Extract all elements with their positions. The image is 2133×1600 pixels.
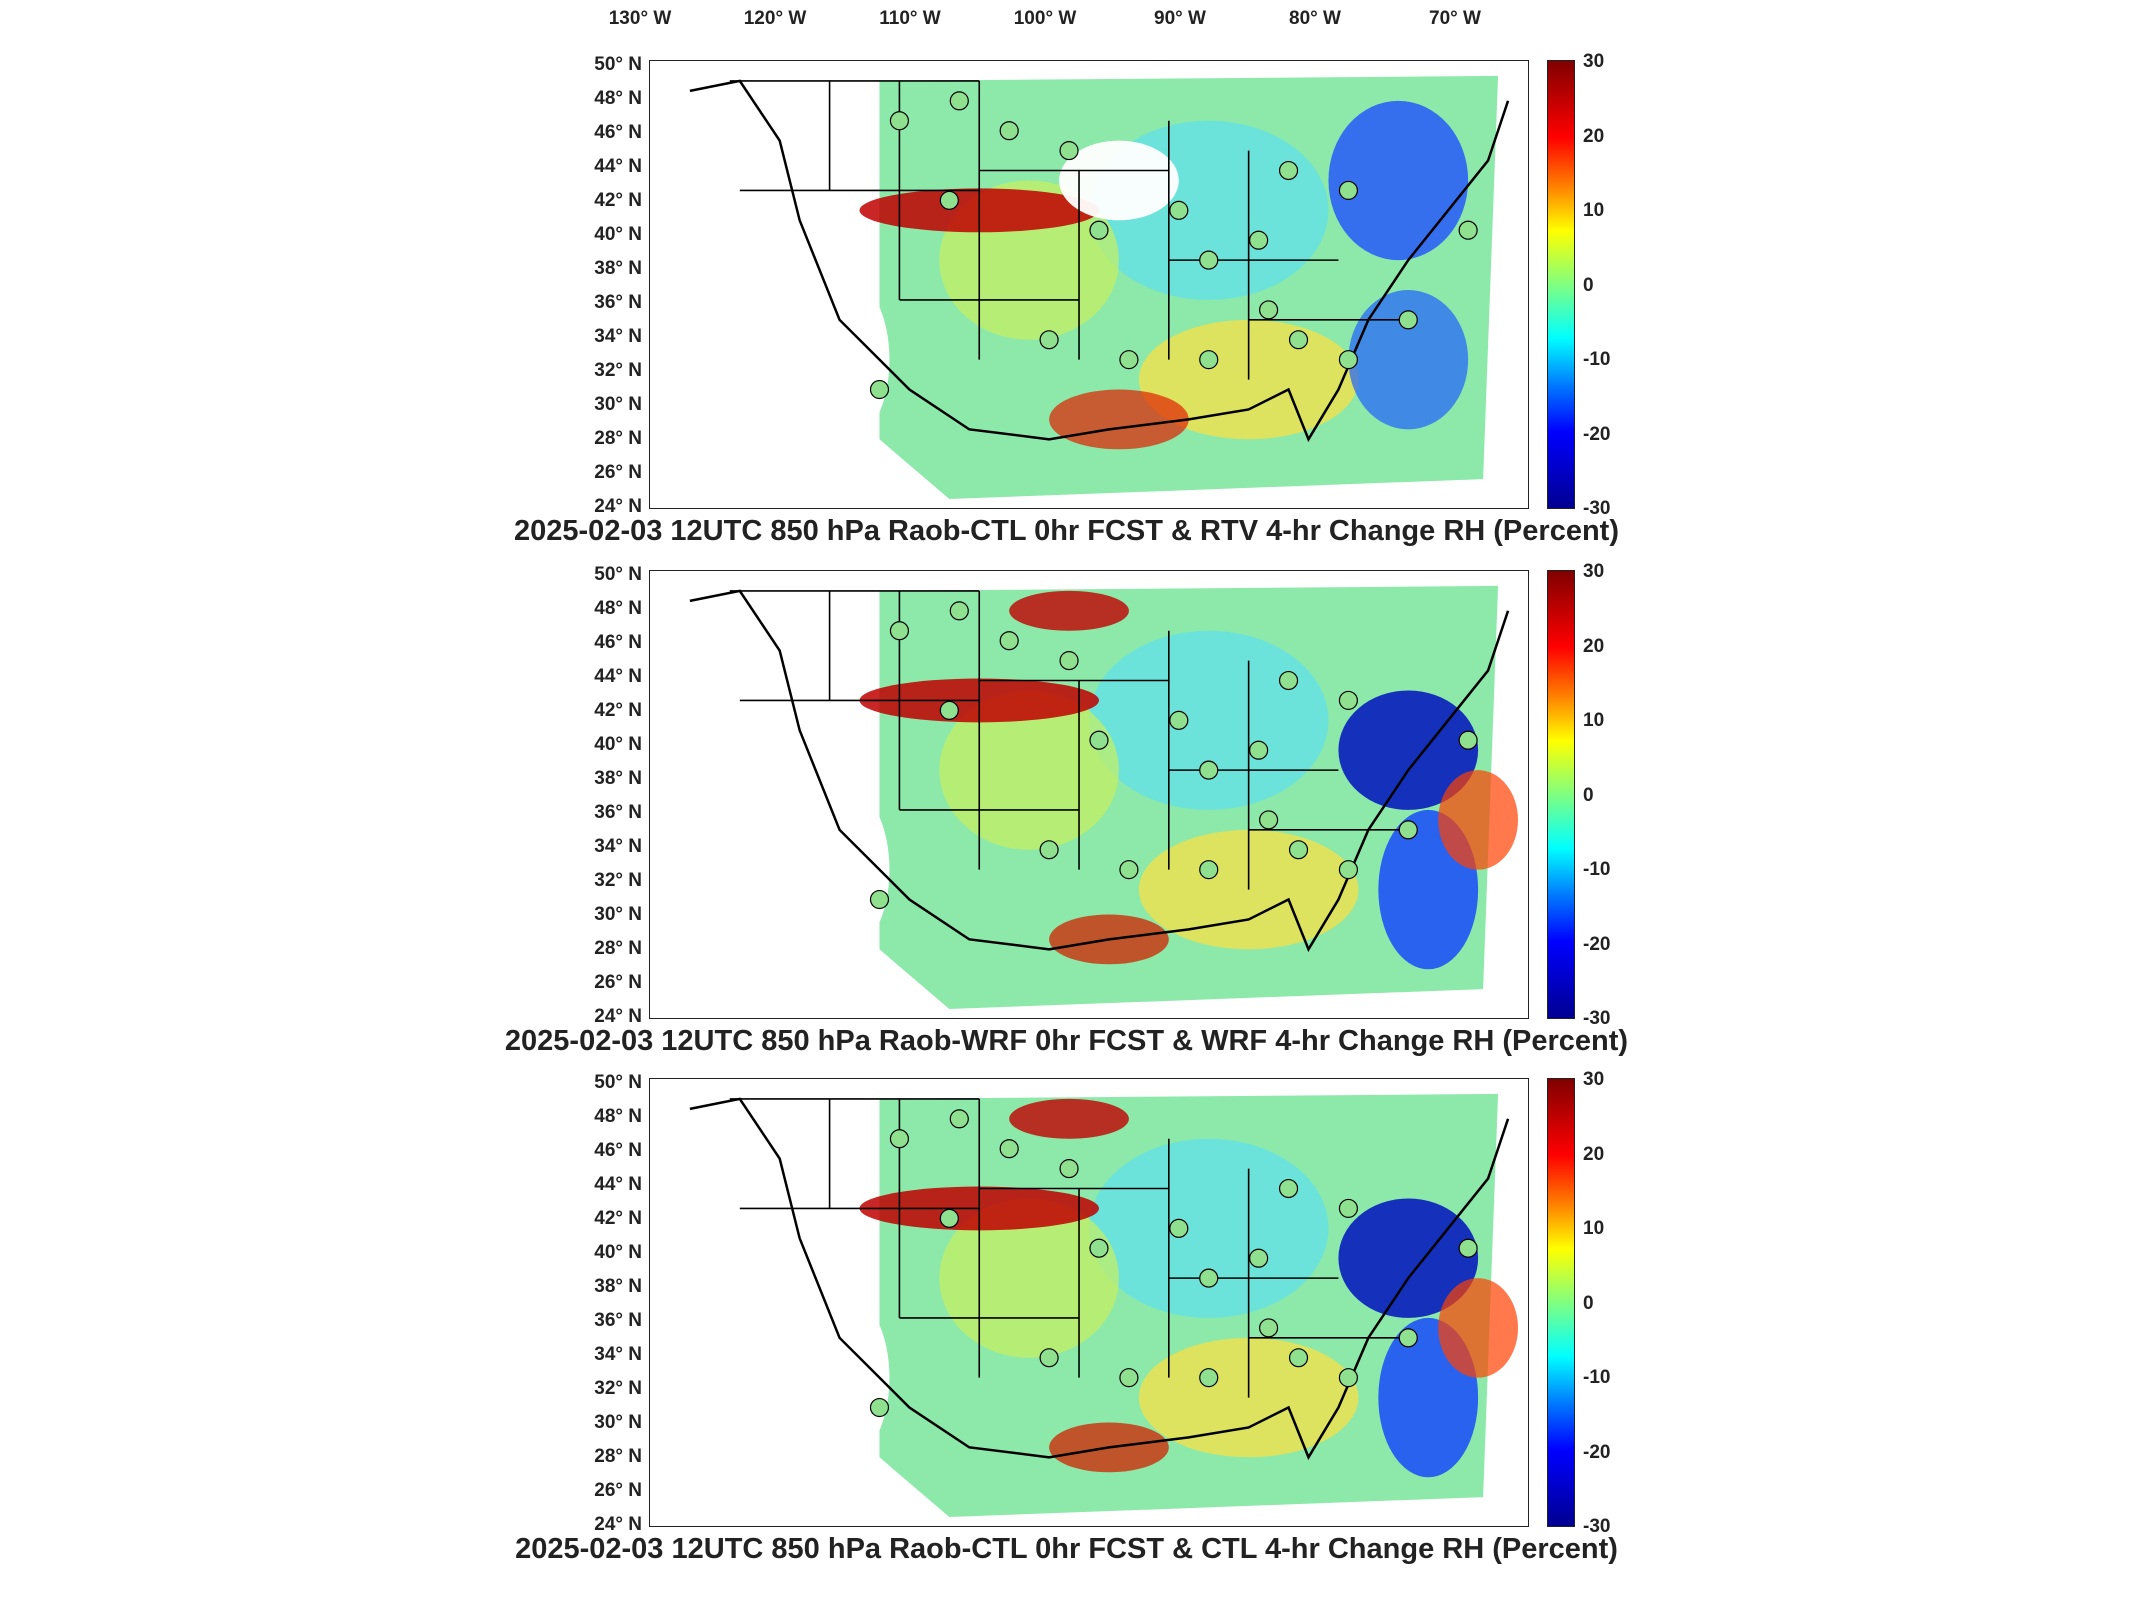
rh-change-map xyxy=(650,1079,1528,1526)
latitude-label: 28° N xyxy=(594,1446,642,1467)
colorbar-tick-label: 0 xyxy=(1583,784,1594,806)
longitude-label: 90° W xyxy=(1154,8,1206,29)
panel-title: 2025-02-03 12UTC 850 hPa Raob-WRF 0hr FC… xyxy=(504,1025,1629,1057)
latitude-label: 34° N xyxy=(594,326,642,347)
latitude-label: 28° N xyxy=(594,428,642,449)
map-plot-area xyxy=(649,60,1529,509)
colorbar-tick-label: 10 xyxy=(1583,710,1605,731)
latitude-label: 42° N xyxy=(594,700,642,721)
rh-change-map xyxy=(650,571,1528,1018)
colorbar-tick-label: 10 xyxy=(1583,1218,1605,1239)
colorbar-tick-label: -30 xyxy=(1583,1008,1611,1029)
map-plot-area xyxy=(649,570,1529,1019)
colorbar-tick-label: -10 xyxy=(1583,1367,1611,1388)
colorbar-tick-label: 20 xyxy=(1583,125,1605,147)
colorbar-tick-label: 30 xyxy=(1583,561,1605,582)
map-panel: 50° N 48° N 46° N 44° N 42° N 40° N 38° N 36° N… xyxy=(0,51,2133,570)
longitude-label: 100° W xyxy=(1013,8,1077,29)
colorbar-tick-label: -10 xyxy=(1583,349,1611,370)
panel-title: 2025-02-03 12UTC 850 hPa Raob-CTL 0hr FC… xyxy=(514,515,1619,547)
latitude-label: 36° N xyxy=(594,292,642,313)
latitude-label: 26° N xyxy=(594,462,642,483)
latitude-label: 26° N xyxy=(594,972,642,993)
latitude-label: 42° N xyxy=(594,190,642,211)
latitude-label: 30° N xyxy=(594,394,642,415)
latitude-label: 36° N xyxy=(594,1310,642,1331)
longitude-label: 80° W xyxy=(1289,8,1341,29)
latitude-label: 44° N xyxy=(594,156,642,177)
latitude-label: 46° N xyxy=(594,1140,642,1161)
latitude-label: 24° N xyxy=(594,1006,642,1027)
colorbar-tick-label: 30 xyxy=(1583,1069,1605,1090)
colorbar-tick-label: 20 xyxy=(1583,635,1605,657)
latitude-label: 46° N xyxy=(594,122,642,143)
latitude-label: 28° N xyxy=(594,938,642,959)
panel-title: 2025-02-03 12UTC 850 hPa Raob-CTL 0hr FC… xyxy=(515,1533,1618,1565)
rh-change-map xyxy=(650,61,1528,508)
colorbar xyxy=(1547,60,1575,509)
latitude-label: 32° N xyxy=(594,1378,642,1399)
colorbar-tick-label: -30 xyxy=(1583,498,1611,519)
latitude-label: 50° N xyxy=(594,564,642,585)
latitude-label: 44° N xyxy=(594,1174,642,1195)
latitude-label: 40° N xyxy=(594,224,642,245)
latitude-label: 48° N xyxy=(594,88,642,109)
colorbar xyxy=(1547,1078,1575,1527)
latitude-label: 48° N xyxy=(594,1106,642,1127)
longitude-label: 110° W xyxy=(879,8,941,29)
latitude-label: 42° N xyxy=(594,1208,642,1229)
longitude-label: 70° W xyxy=(1429,8,1481,29)
colorbar-tick-label: -10 xyxy=(1583,859,1611,880)
latitude-label: 24° N xyxy=(594,1514,642,1535)
map-plot-area xyxy=(649,1078,1529,1527)
latitude-label: 32° N xyxy=(594,870,642,891)
latitude-label: 38° N xyxy=(594,768,642,789)
colorbar-tick-label: -20 xyxy=(1583,423,1611,445)
colorbar-tick-label: 20 xyxy=(1583,1143,1605,1165)
latitude-label: 30° N xyxy=(594,1412,642,1433)
latitude-label: 40° N xyxy=(594,734,642,755)
latitude-label: 50° N xyxy=(594,1072,642,1093)
latitude-label: 48° N xyxy=(594,598,642,619)
map-panel: 50° N 48° N 46° N 44° N 42° N 40° N 38° N 36° N… xyxy=(0,1069,2133,1588)
latitude-label: 34° N xyxy=(594,1344,642,1365)
latitude-label: 38° N xyxy=(594,258,642,279)
colorbar-tick-label: 10 xyxy=(1583,200,1605,221)
latitude-label: 50° N xyxy=(594,54,642,75)
latitude-label: 38° N xyxy=(594,1276,642,1297)
longitude-axis: 130° W 120° W 110° W 100° W 90° W 80° W 70° W xyxy=(0,0,2133,40)
latitude-label: 26° N xyxy=(594,1480,642,1501)
latitude-label: 44° N xyxy=(594,666,642,687)
colorbar xyxy=(1547,570,1575,1019)
colorbar-tick-label: -20 xyxy=(1583,933,1611,955)
colorbar-tick-label: -20 xyxy=(1583,1441,1611,1463)
latitude-label: 46° N xyxy=(594,632,642,653)
colorbar-tick-label: -30 xyxy=(1583,1516,1611,1537)
latitude-label: 36° N xyxy=(594,802,642,823)
longitude-label: 130° W xyxy=(608,8,672,29)
colorbar-tick-label: 0 xyxy=(1583,1292,1594,1314)
latitude-label: 40° N xyxy=(594,1242,642,1263)
colorbar-tick-label: 0 xyxy=(1583,274,1594,296)
latitude-label: 34° N xyxy=(594,836,642,857)
latitude-label: 32° N xyxy=(594,360,642,381)
latitude-label: 24° N xyxy=(594,496,642,517)
map-panel: 50° N 48° N 46° N 44° N 42° N 40° N 38° N 36° N… xyxy=(0,561,2133,1080)
longitude-label: 120° W xyxy=(743,8,807,29)
latitude-label: 30° N xyxy=(594,904,642,925)
colorbar-tick-label: 30 xyxy=(1583,51,1605,72)
